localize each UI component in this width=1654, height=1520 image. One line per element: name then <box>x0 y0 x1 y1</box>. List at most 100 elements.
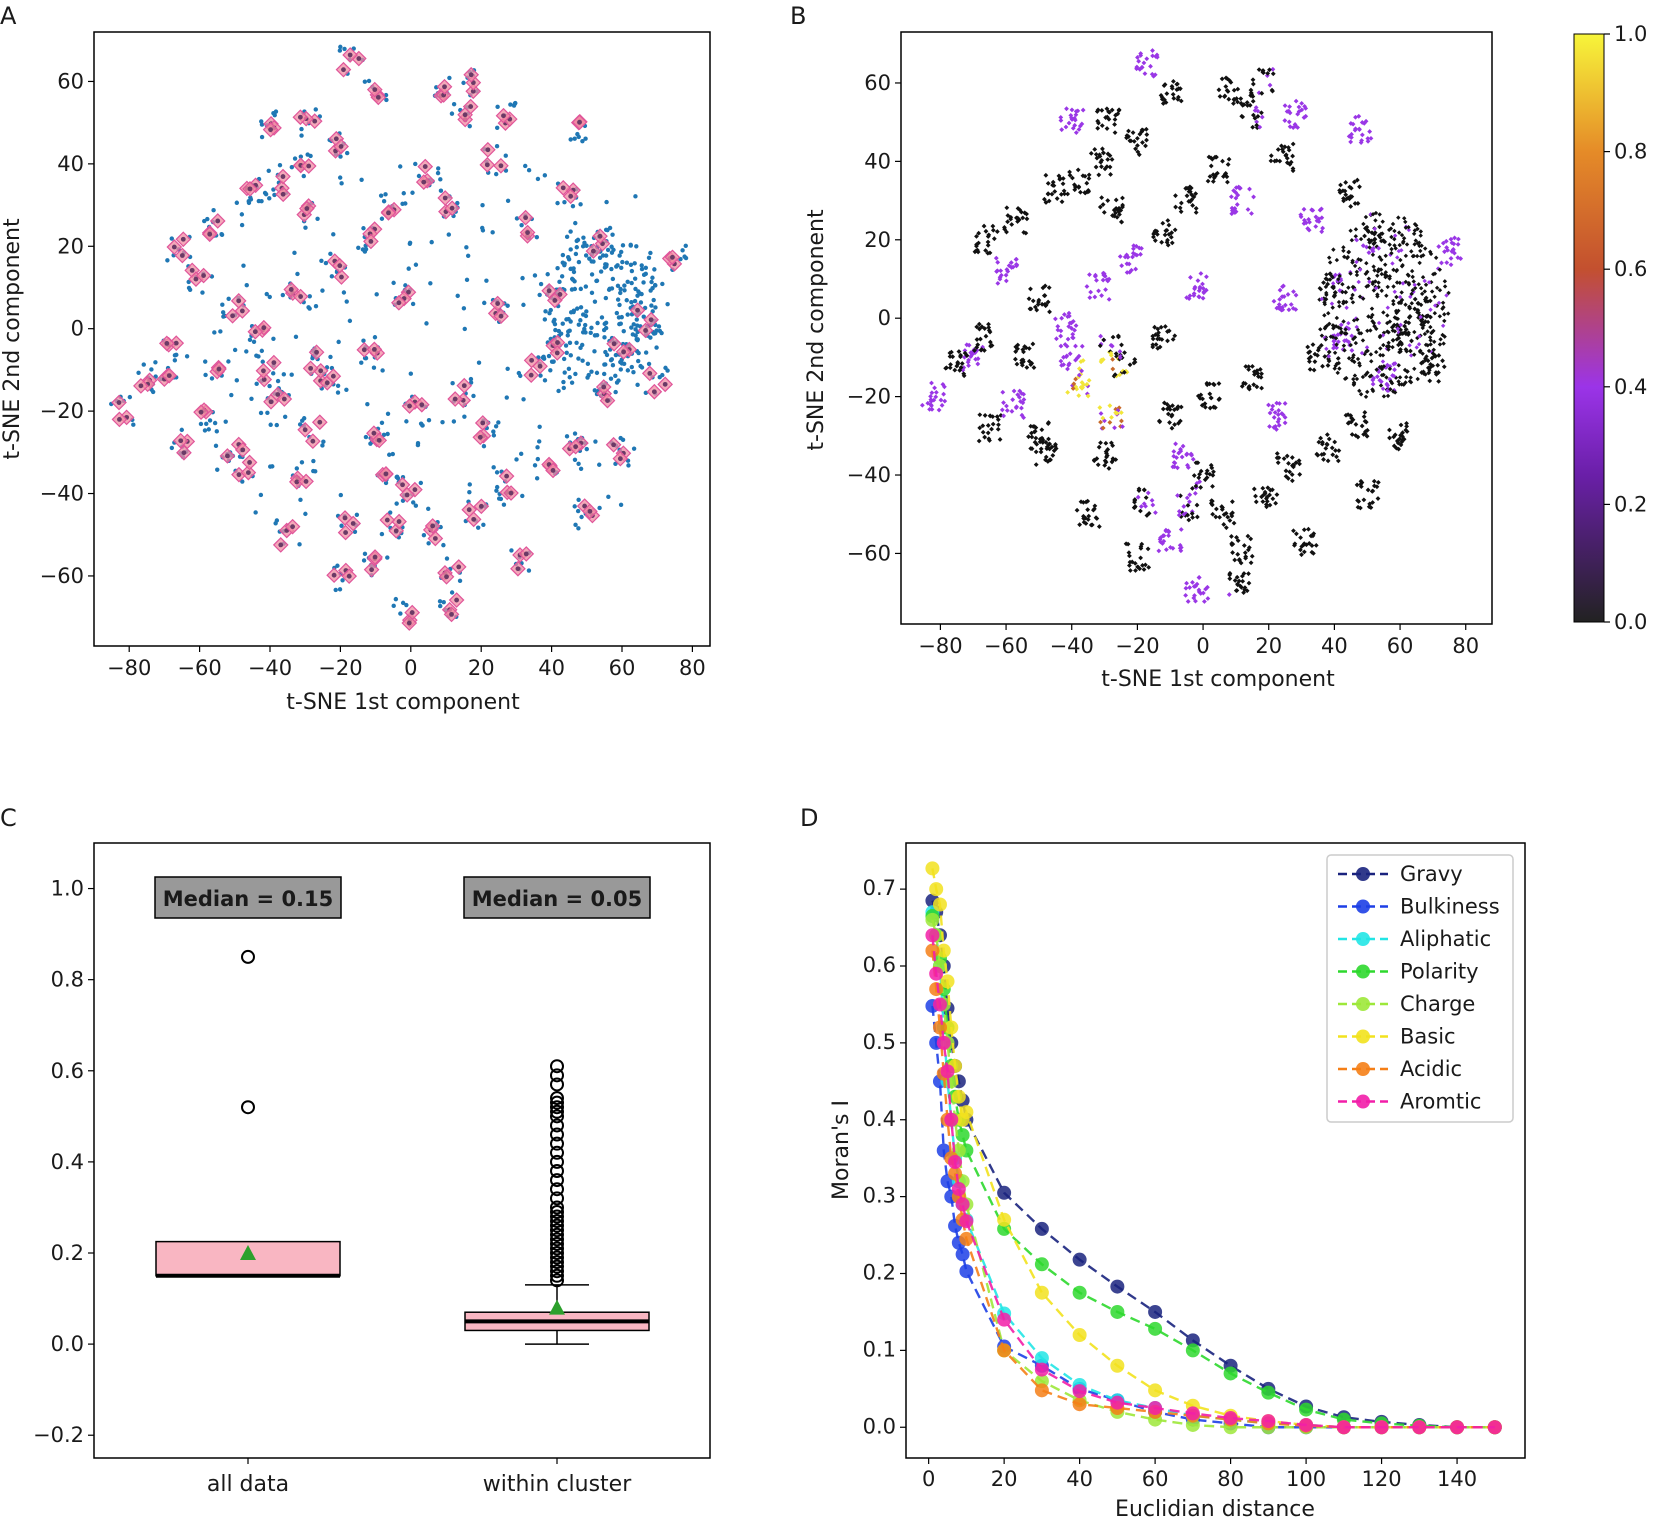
point <box>1210 511 1216 517</box>
point <box>595 320 600 326</box>
point <box>1172 333 1178 339</box>
point <box>359 360 364 365</box>
point <box>1163 547 1169 553</box>
point <box>1399 232 1405 238</box>
point <box>1135 564 1141 570</box>
point <box>631 322 636 327</box>
point <box>1401 436 1407 442</box>
point <box>1102 418 1107 424</box>
point <box>535 445 540 450</box>
cluster-dot <box>341 67 346 73</box>
point <box>1103 449 1109 455</box>
point <box>1396 335 1402 341</box>
point <box>1162 232 1168 238</box>
y-tick-label: 0.4 <box>863 1107 896 1131</box>
point <box>1340 282 1345 287</box>
point <box>1090 507 1096 513</box>
point <box>202 428 208 433</box>
point <box>1312 359 1318 365</box>
point <box>972 348 977 353</box>
panel-c-ticks: −0.20.00.20.40.60.81.0 <box>33 877 94 1447</box>
point <box>1168 234 1174 240</box>
point <box>1395 322 1400 327</box>
point <box>1169 230 1175 236</box>
panel-label-b: B <box>790 2 806 30</box>
point <box>1293 307 1299 312</box>
point <box>1428 364 1433 370</box>
x-tick-label: 20 <box>468 656 495 680</box>
point <box>936 407 942 413</box>
point <box>1100 202 1106 207</box>
point <box>996 422 1001 428</box>
y-tick-label: 0.2 <box>51 1241 84 1265</box>
point <box>947 350 953 356</box>
point <box>438 177 443 182</box>
point <box>1155 332 1161 338</box>
point <box>1385 329 1390 334</box>
point <box>1306 526 1311 532</box>
point <box>1419 243 1424 248</box>
point <box>1143 562 1148 568</box>
point <box>1044 444 1050 450</box>
point <box>1233 195 1239 201</box>
point <box>622 283 627 288</box>
point <box>1373 210 1379 216</box>
point <box>1276 408 1282 413</box>
point <box>1112 425 1117 431</box>
point <box>942 398 948 404</box>
point <box>629 364 635 370</box>
point <box>1416 282 1421 287</box>
point <box>1315 352 1320 358</box>
point <box>1198 591 1204 596</box>
point <box>1331 326 1336 331</box>
point <box>574 238 579 244</box>
point <box>1358 236 1364 242</box>
cluster-dot <box>371 430 377 436</box>
point <box>1341 343 1347 348</box>
point <box>919 402 925 408</box>
point <box>1031 365 1037 370</box>
point <box>1235 99 1240 105</box>
point <box>1247 186 1252 192</box>
point <box>1170 403 1175 409</box>
point <box>1252 108 1258 113</box>
point <box>1254 125 1260 131</box>
data-point <box>1148 1321 1163 1336</box>
point <box>1422 331 1428 337</box>
point <box>1370 245 1376 251</box>
point <box>297 422 303 427</box>
point <box>1282 401 1288 406</box>
point <box>1045 299 1051 305</box>
point <box>1315 347 1321 353</box>
point <box>1367 279 1372 284</box>
point <box>385 555 390 560</box>
point <box>943 365 949 371</box>
cluster-dot <box>193 276 199 282</box>
point <box>1396 330 1402 335</box>
cluster-dot <box>480 420 486 426</box>
point <box>1100 150 1106 156</box>
point <box>957 367 963 373</box>
point <box>1187 293 1193 299</box>
point <box>955 360 961 365</box>
point <box>398 611 403 616</box>
point <box>1317 297 1322 302</box>
point <box>1366 276 1372 281</box>
point <box>1408 294 1413 300</box>
point <box>267 196 272 201</box>
point <box>1052 316 1058 322</box>
point <box>1158 539 1163 545</box>
point <box>1179 454 1185 460</box>
point <box>1045 421 1051 427</box>
point <box>1381 342 1386 348</box>
point <box>620 259 625 265</box>
point <box>1353 422 1359 427</box>
point <box>1443 238 1449 244</box>
point <box>1197 395 1203 401</box>
point <box>341 290 347 295</box>
point <box>1337 366 1342 371</box>
point <box>1369 373 1374 378</box>
point <box>941 391 947 397</box>
cluster-dot <box>310 438 316 444</box>
x-tick-label: −40 <box>1050 634 1094 658</box>
